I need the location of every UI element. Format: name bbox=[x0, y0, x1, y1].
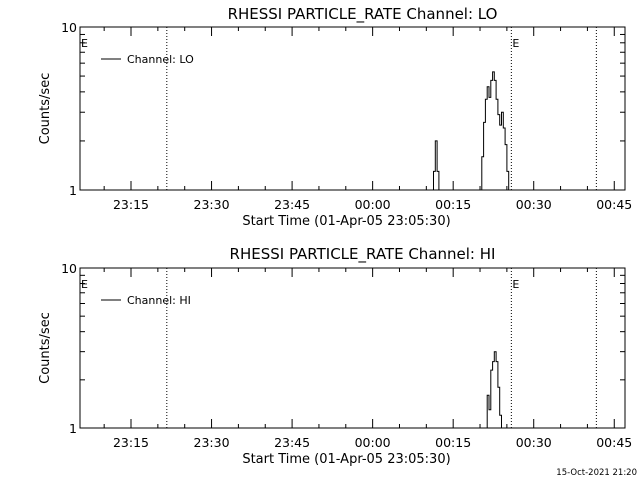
y-tick-label: 10 bbox=[61, 20, 77, 35]
x-tick-label: 00:30 bbox=[516, 435, 552, 450]
x-tick-label: 23:45 bbox=[274, 197, 310, 212]
x-tick-label: 23:15 bbox=[113, 197, 149, 212]
series-line bbox=[431, 71, 510, 191]
chart-panel-1: RHESSI PARTICLE_RATE Channel: LO Counts/s… bbox=[38, 5, 632, 229]
series-line bbox=[485, 351, 502, 429]
x-axis-label: Start Time (01-Apr-05 23:05:30) bbox=[242, 214, 450, 229]
legend-label: Channel: LO bbox=[127, 53, 194, 66]
x-tick-label: 00:00 bbox=[355, 197, 391, 212]
x-tick-label: 23:15 bbox=[113, 435, 149, 450]
legend-label: Channel: HI bbox=[127, 294, 191, 307]
event-marker-label: E bbox=[512, 37, 519, 50]
event-marker-label: E bbox=[81, 37, 88, 50]
chart-panel-2: RHESSI PARTICLE_RATE Channel: HI Counts/s… bbox=[38, 245, 632, 467]
chart-title: RHESSI PARTICLE_RATE Channel: LO bbox=[228, 5, 498, 24]
event-marker-label: E bbox=[512, 278, 519, 291]
x-tick-label: 00:00 bbox=[355, 435, 391, 450]
y-axis-label: Counts/sec bbox=[38, 312, 53, 384]
event-marker-label: E bbox=[81, 278, 88, 291]
x-tick-label: 00:45 bbox=[596, 197, 632, 212]
footer-timestamp: 15-Oct-2021 21:20 bbox=[556, 468, 637, 478]
y-tick-label: 1 bbox=[69, 421, 77, 436]
x-tick-label: 00:15 bbox=[435, 435, 471, 450]
x-tick-label: 00:30 bbox=[516, 197, 552, 212]
plot-frame bbox=[79, 26, 626, 191]
x-tick-label: 23:45 bbox=[274, 435, 310, 450]
x-tick-label: 23:30 bbox=[194, 435, 230, 450]
y-tick-label: 1 bbox=[69, 183, 77, 198]
plot-frame bbox=[79, 267, 626, 429]
x-tick-label: 00:45 bbox=[596, 435, 632, 450]
x-tick-label: 00:15 bbox=[435, 197, 471, 212]
chart-title: RHESSI PARTICLE_RATE Channel: HI bbox=[230, 245, 496, 264]
y-tick-label: 10 bbox=[61, 261, 77, 276]
x-axis-label: Start Time (01-Apr-05 23:05:30) bbox=[242, 452, 450, 467]
y-axis-label: Counts/sec bbox=[38, 73, 53, 145]
x-tick-label: 23:30 bbox=[194, 197, 230, 212]
